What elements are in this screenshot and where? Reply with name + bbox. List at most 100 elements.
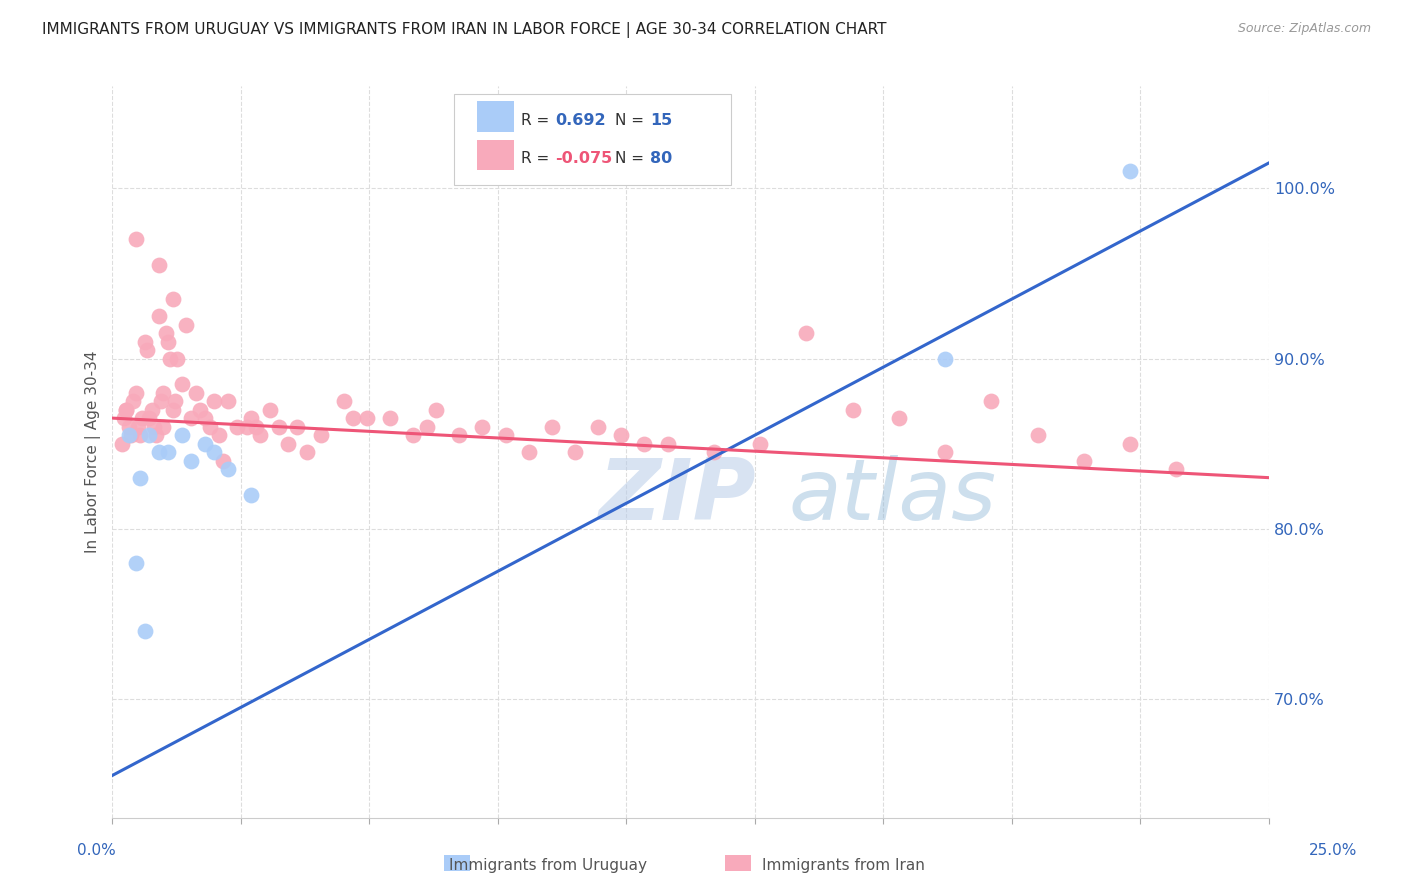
Point	[249, 428, 271, 442]
Text: 80: 80	[650, 151, 672, 166]
Point	[277, 436, 299, 450]
Point	[356, 411, 378, 425]
Point	[794, 326, 817, 340]
Point	[184, 385, 207, 400]
Point	[162, 292, 184, 306]
Point	[226, 419, 249, 434]
FancyBboxPatch shape	[454, 94, 731, 186]
Point	[141, 402, 163, 417]
Point	[115, 402, 138, 417]
Text: 15: 15	[650, 112, 672, 128]
Point	[934, 351, 956, 366]
Y-axis label: In Labor Force | Age 30-34: In Labor Force | Age 30-34	[86, 351, 101, 553]
Text: Immigrants from Iran: Immigrants from Iran	[762, 858, 925, 873]
Point	[1073, 453, 1095, 467]
Text: Immigrants from Uruguay: Immigrants from Uruguay	[450, 858, 647, 873]
Point	[235, 419, 257, 434]
Point	[148, 309, 170, 323]
Point	[495, 428, 517, 442]
Point	[163, 394, 186, 409]
Text: R =: R =	[520, 151, 548, 166]
Point	[564, 445, 586, 459]
Bar	[725, 855, 751, 871]
Point	[170, 428, 193, 442]
Point	[217, 394, 239, 409]
Point	[138, 428, 160, 442]
Point	[517, 445, 540, 459]
Point	[541, 419, 564, 434]
Text: N =: N =	[616, 151, 644, 166]
Text: ZIP: ZIP	[598, 455, 756, 538]
FancyBboxPatch shape	[477, 102, 513, 132]
Text: -0.075: -0.075	[555, 151, 613, 166]
Point	[143, 419, 166, 434]
Point	[170, 377, 193, 392]
Point	[332, 394, 354, 409]
Point	[115, 402, 138, 417]
Text: IMMIGRANTS FROM URUGUAY VS IMMIGRANTS FROM IRAN IN LABOR FORCE | AGE 30-34 CORRE: IMMIGRANTS FROM URUGUAY VS IMMIGRANTS FR…	[42, 22, 887, 38]
Point	[176, 318, 198, 332]
Point	[155, 326, 177, 340]
Point	[194, 411, 217, 425]
Point	[148, 258, 170, 272]
Point	[129, 470, 152, 484]
Point	[259, 402, 281, 417]
Point	[1026, 428, 1049, 442]
Point	[166, 351, 188, 366]
Point	[152, 385, 174, 400]
Point	[980, 394, 1002, 409]
Point	[156, 334, 179, 349]
Point	[148, 445, 170, 459]
Point	[180, 411, 202, 425]
Point	[124, 556, 146, 570]
Text: atlas: atlas	[789, 455, 997, 538]
Point	[129, 428, 152, 442]
Point	[471, 419, 494, 434]
Point	[138, 411, 160, 425]
Point	[122, 394, 145, 409]
Point	[149, 394, 172, 409]
Point	[1119, 436, 1142, 450]
Point	[586, 419, 609, 434]
Text: 25.0%: 25.0%	[1309, 843, 1357, 858]
Point	[156, 445, 179, 459]
Point	[127, 419, 149, 434]
Point	[378, 411, 401, 425]
Point	[117, 428, 139, 442]
Point	[134, 334, 156, 349]
Text: N =: N =	[616, 112, 644, 128]
Point	[134, 624, 156, 638]
FancyBboxPatch shape	[477, 140, 513, 170]
Point	[295, 445, 318, 459]
Point	[112, 411, 135, 425]
Point	[188, 402, 211, 417]
Point	[198, 419, 221, 434]
Point	[180, 453, 202, 467]
Point	[240, 488, 263, 502]
Text: 0.0%: 0.0%	[77, 843, 117, 858]
Point	[202, 394, 225, 409]
Text: 0.692: 0.692	[555, 112, 606, 128]
Bar	[444, 855, 470, 871]
Point	[657, 436, 679, 450]
Text: Source: ZipAtlas.com: Source: ZipAtlas.com	[1237, 22, 1371, 36]
Point	[131, 411, 153, 425]
Point	[145, 428, 167, 442]
Point	[212, 453, 235, 467]
Point	[887, 411, 910, 425]
Point	[159, 351, 181, 366]
Point	[1119, 164, 1142, 178]
Point	[342, 411, 364, 425]
Point	[152, 419, 174, 434]
Point	[402, 428, 425, 442]
Point	[124, 232, 146, 246]
Point	[934, 445, 956, 459]
Point	[749, 436, 772, 450]
Point	[633, 436, 655, 450]
Point	[117, 419, 139, 434]
Point	[240, 411, 263, 425]
Point	[245, 419, 267, 434]
Point	[111, 436, 134, 450]
Point	[120, 428, 142, 442]
Point	[287, 419, 309, 434]
